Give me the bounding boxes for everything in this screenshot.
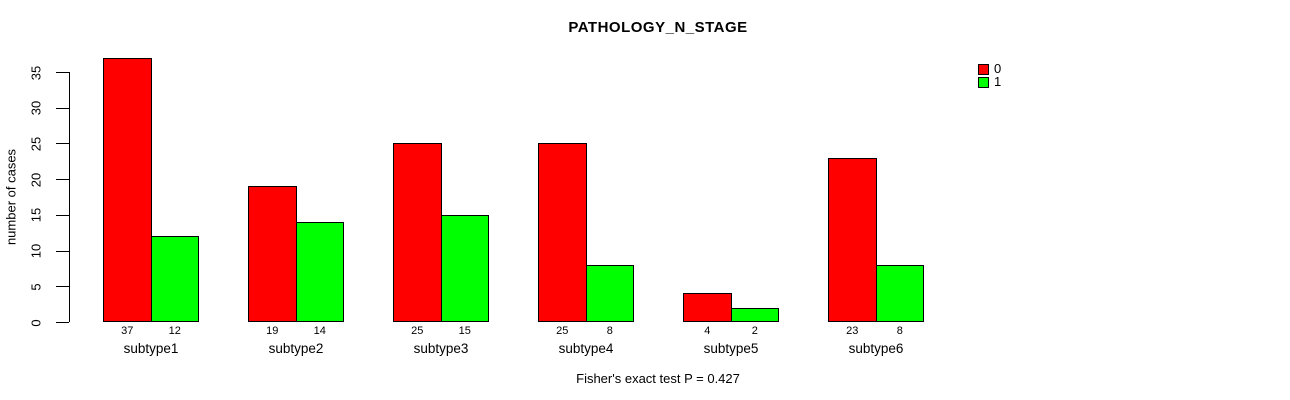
legend-swatch-green (978, 76, 989, 88)
bar-1-subtype4 (585, 264, 634, 322)
bar-value-label: 8 (896, 325, 903, 337)
category-label: subtype5 (703, 341, 759, 356)
y-tick (56, 143, 69, 145)
y-tick-label: 35 (28, 65, 44, 80)
bar-value-label: 25 (411, 325, 424, 337)
bar-0-subtype1 (103, 57, 152, 322)
legend-swatch-red (978, 63, 989, 75)
bar-0-subtype2 (248, 186, 297, 322)
legend-item-0: 0 (978, 61, 1002, 76)
legend-item-1: 1 (978, 74, 1002, 89)
category-label: subtype3 (413, 341, 469, 356)
bar-value-label: 14 (313, 325, 326, 337)
category-label: subtype6 (848, 341, 904, 356)
bar-1-subtype1 (150, 236, 199, 322)
bar-0-subtype6 (828, 157, 877, 322)
legend-label-1: 1 (994, 74, 1002, 89)
y-tick (56, 286, 69, 288)
y-tick-label: 5 (28, 283, 44, 291)
y-tick (56, 107, 69, 109)
bar-1-subtype2 (295, 222, 344, 322)
bar-value-label: 4 (704, 325, 711, 337)
y-tick (56, 250, 69, 252)
y-tick-label: 0 (28, 318, 44, 327)
bar-1-subtype6 (875, 264, 924, 322)
bar-value-label: 19 (266, 325, 279, 337)
y-tick (56, 72, 69, 73)
y-axis-title: number of cases (3, 148, 19, 246)
y-tick (56, 214, 69, 216)
category-label: subtype2 (268, 341, 324, 356)
bar-value-label: 12 (168, 325, 181, 337)
bar-0-subtype3 (393, 143, 442, 322)
bar-value-label: 8 (606, 325, 613, 337)
bar-0-subtype4 (538, 143, 587, 322)
bar-0-subtype5 (683, 293, 732, 322)
legend: 0 1 (978, 61, 1002, 89)
y-tick-label: 25 (28, 136, 44, 152)
bar-value-label: 15 (458, 325, 471, 337)
bar-1-subtype5 (730, 307, 779, 322)
category-label: subtype1 (123, 341, 179, 356)
y-axis-line (69, 72, 70, 322)
bar-value-label: 23 (846, 325, 859, 337)
bar-value-label: 2 (751, 325, 758, 337)
y-tick-label: 10 (28, 243, 44, 259)
stats-caption: Fisher's exact test P = 0.427 (576, 371, 740, 386)
y-tick-label: 30 (28, 100, 44, 116)
bar-value-label: 37 (121, 325, 134, 337)
y-tick (56, 322, 69, 323)
chart-title: PATHOLOGY_N_STAGE (568, 19, 748, 36)
bar-1-subtype3 (440, 214, 489, 322)
y-tick (56, 179, 69, 181)
legend-label-0: 0 (994, 61, 1002, 76)
category-label: subtype4 (558, 341, 614, 356)
bar-value-label: 25 (556, 325, 569, 337)
y-tick-label: 20 (28, 172, 44, 187)
y-tick-label: 15 (28, 208, 44, 223)
